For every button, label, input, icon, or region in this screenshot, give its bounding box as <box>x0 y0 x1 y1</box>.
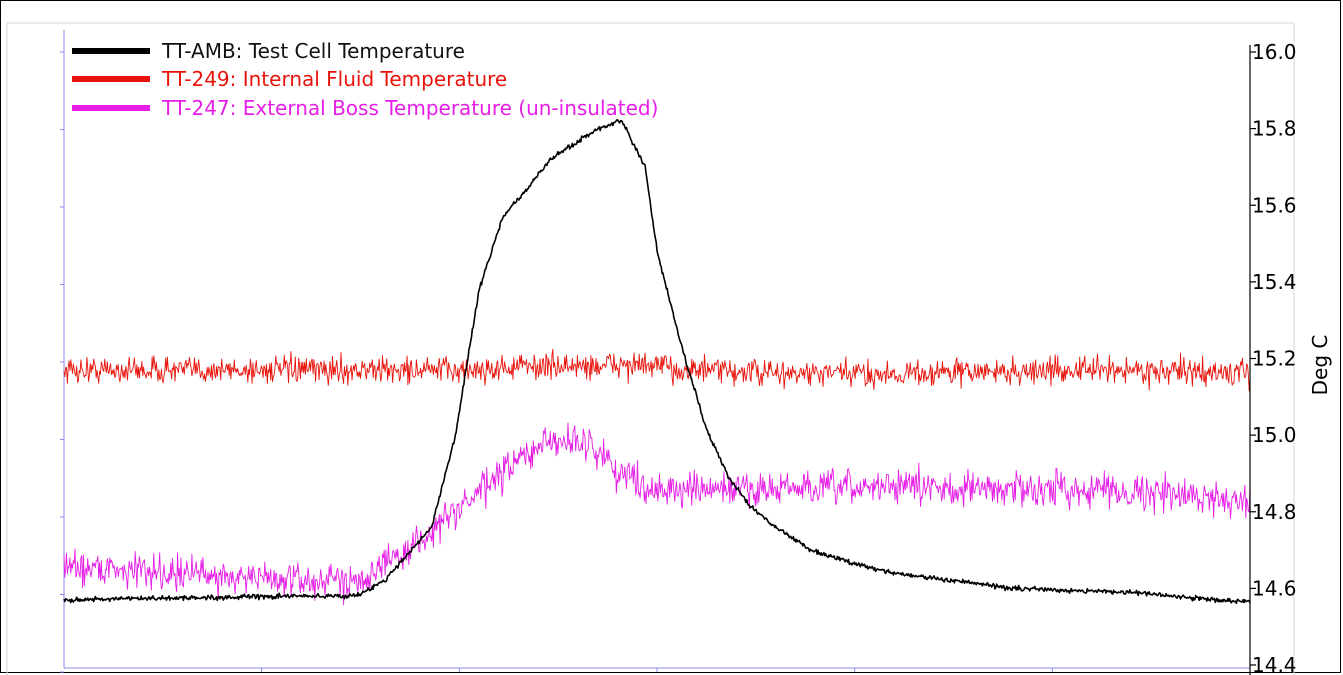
left-axis <box>60 30 1250 673</box>
y-tick-label: 15.0 <box>1252 423 1297 447</box>
y-tick-label: 15.2 <box>1252 347 1297 371</box>
series-line <box>63 118 1251 605</box>
y-tick-label: 15.8 <box>1252 117 1297 141</box>
series-line <box>63 348 1251 392</box>
legend-label: TT-AMB: Test Cell Temperature <box>161 39 465 63</box>
legend: TT-AMB: Test Cell Temperature TT-249: Int… <box>72 39 658 120</box>
y-tick-label: 14.6 <box>1252 576 1297 600</box>
y-axis-title: Deg C <box>1308 335 1332 396</box>
y-tick-label: 16.0 <box>1252 40 1297 64</box>
y-tick-label: 15.4 <box>1252 270 1297 294</box>
legend-label: TT-249: Internal Fluid Temperature <box>161 67 507 91</box>
right-axis: 16.0 15.8 15.6 15.4 15.2 15.0 14.8 14.6 14.4 <box>1249 40 1297 675</box>
plot-area-border <box>6 22 1295 675</box>
y-tick-label: 15.6 <box>1252 193 1297 217</box>
series-layer <box>63 118 1251 606</box>
y-tick-label: 14.4 <box>1252 653 1297 675</box>
y-tick-label: 14.8 <box>1252 500 1297 524</box>
legend-label: TT-247: External Boss Temperature (un-in… <box>161 96 658 120</box>
series-line <box>63 422 1251 606</box>
